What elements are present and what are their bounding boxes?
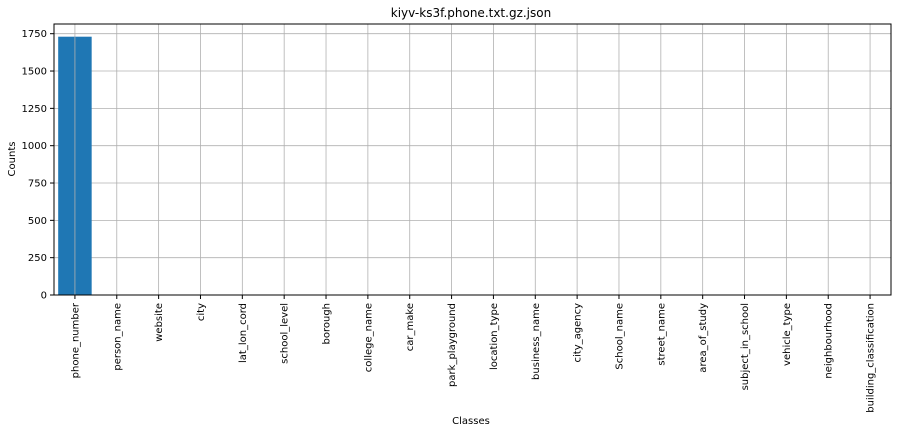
x-tick-label: college_name [363,303,374,372]
y-axis-label: Counts [7,142,18,177]
y-tick-label: 1750 [22,29,47,40]
y-tick-label: 0 [41,291,47,302]
x-tick-label: person_name [112,303,123,371]
y-tick-label: 250 [28,253,47,264]
x-tick-label: city [196,303,207,321]
x-tick-label: vehicle_type [782,303,793,366]
plot-frame [53,23,892,296]
grid [54,24,891,296]
y-axis: 0 250 500 750 1000 1250 1500 1750 [22,29,54,302]
x-tick-label: city_agency [573,303,584,363]
x-tick-label: car_make [405,303,416,351]
x-tick-label: website [154,303,165,342]
x-tick-label: school_level [280,303,291,364]
x-tick-label: street_name [656,303,667,366]
x-tick-label: subject_in_school [740,303,751,390]
x-tick-label: area_of_study [698,303,709,373]
x-tick-label: neighbourhood [824,303,835,379]
x-tick-label: building_classification [866,303,877,413]
x-tick-label: business_name [531,303,542,380]
x-tick-label: location_type [489,303,500,370]
x-tick-label: phone_number [70,302,81,378]
bars [58,36,92,295]
x-tick-label: lat_lon_cord [238,303,249,363]
x-tick-label: borough [322,303,333,345]
x-axis-label: Classes [452,416,490,427]
y-tick-label: 1500 [22,67,47,78]
y-tick-label: 750 [28,179,47,190]
y-tick-label: 1000 [22,141,47,152]
x-tick-label: School_name [614,303,625,370]
x-axis: phone_number person_name website city lat_lo… [70,295,877,413]
y-tick-label: 500 [28,216,47,227]
x-tick-label: park_playground [447,303,458,387]
y-tick-label: 1250 [22,104,47,115]
chart-title: kiyv-ks3f.phone.txt.gz.json [391,6,551,20]
